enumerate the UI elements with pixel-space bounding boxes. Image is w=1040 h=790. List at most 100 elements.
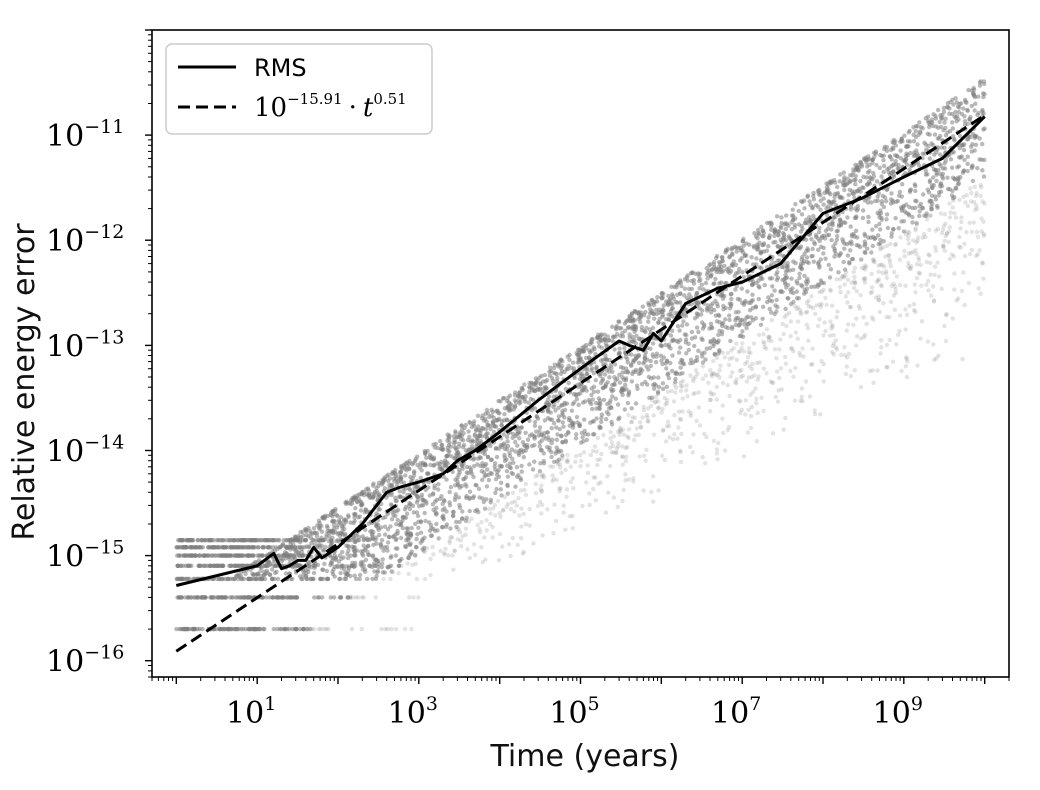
- scatter-point: [308, 626, 313, 632]
- scatter-point: [797, 275, 802, 281]
- scatter-point: [437, 466, 442, 471]
- scatter-point: [584, 480, 589, 485]
- scatter-point: [894, 199, 899, 204]
- scatter-point: [258, 569, 263, 574]
- scatter-point: [861, 174, 866, 179]
- scatter-point: [244, 553, 249, 558]
- scatter-point: [911, 139, 917, 144]
- scatter-point: [245, 595, 251, 600]
- scatter-point: [535, 387, 540, 392]
- scatter-point: [611, 495, 617, 500]
- scatter-point: [551, 531, 556, 536]
- scatter-point: [931, 284, 936, 289]
- scatter-point: [971, 200, 977, 205]
- scatter-point: [623, 478, 628, 483]
- scatter-point: [541, 475, 547, 480]
- scatter-point: [635, 386, 640, 391]
- scatter-point: [799, 386, 805, 391]
- scatter-point: [804, 322, 809, 327]
- scatter-point: [228, 545, 234, 550]
- scatter-point: [515, 542, 520, 547]
- scatter-point: [886, 253, 891, 258]
- scatter-point: [264, 560, 270, 565]
- scatter-point: [876, 277, 882, 282]
- scatter-point: [746, 346, 752, 351]
- scatter-point: [917, 213, 922, 219]
- scatter-point: [765, 299, 770, 305]
- scatter-point: [589, 348, 595, 353]
- scatter-point: [564, 494, 569, 499]
- scatter-point: [913, 129, 918, 134]
- scatter-point: [656, 405, 661, 411]
- scatter-point: [568, 464, 573, 469]
- scatter-point: [542, 389, 547, 394]
- scatter-point: [632, 308, 638, 314]
- scatter-point: [366, 552, 371, 557]
- scatter-point: [832, 254, 837, 259]
- scatter-point: [338, 595, 343, 600]
- scatter-point: [549, 426, 554, 431]
- scatter-point: [502, 458, 508, 464]
- scatter-point: [798, 229, 804, 234]
- scatter-point: [539, 488, 544, 493]
- scatter-point: [899, 136, 904, 141]
- scatter-point: [892, 284, 898, 289]
- scatter-point: [943, 338, 949, 344]
- scatter-point: [940, 243, 946, 248]
- scatter-point: [321, 626, 327, 632]
- scatter-point: [979, 229, 984, 234]
- scatter-point: [384, 545, 390, 550]
- scatter-point: [444, 522, 449, 527]
- scatter-point: [981, 219, 986, 224]
- scatter-point: [510, 456, 515, 461]
- scatter-point: [709, 325, 714, 330]
- scatter-point: [651, 413, 656, 418]
- scatter-point: [349, 626, 355, 632]
- scatter-point: [376, 491, 381, 496]
- scatter-point: [806, 248, 811, 253]
- scatter-point: [509, 470, 514, 476]
- scatter-point: [482, 506, 488, 511]
- scatter-point: [350, 563, 355, 568]
- scatter-point: [680, 384, 685, 389]
- scatter-point: [378, 525, 384, 530]
- scatter-point: [630, 311, 635, 316]
- scatter-point: [609, 450, 615, 455]
- scatter-point: [513, 449, 518, 454]
- scatter-point: [404, 538, 409, 543]
- scatter-point: [745, 355, 751, 360]
- scatter-point: [288, 547, 293, 552]
- scatter-point: [932, 132, 938, 137]
- scatter-point: [256, 558, 262, 563]
- scatter-point: [610, 339, 615, 344]
- scatter-point: [693, 358, 698, 364]
- scatter-point: [981, 174, 987, 179]
- scatter-point: [680, 323, 685, 328]
- scatter-point: [424, 501, 429, 506]
- scatter-point: [340, 549, 345, 555]
- scatter-point: [773, 303, 778, 308]
- scatter-point: [380, 561, 385, 566]
- scatter-point: [512, 398, 518, 403]
- scatter-point: [799, 394, 804, 400]
- scatter-point: [557, 462, 563, 467]
- scatter-point: [656, 375, 661, 380]
- scatter-point: [770, 284, 775, 289]
- scatter-point: [485, 467, 490, 472]
- scatter-point: [779, 220, 784, 226]
- scatter-point: [832, 194, 837, 200]
- scatter-point: [275, 538, 281, 543]
- scatter-point: [594, 449, 599, 454]
- scatter-point: [812, 284, 817, 289]
- scatter-point: [665, 419, 671, 424]
- scatter-point: [667, 297, 672, 303]
- scatter-point: [600, 378, 605, 383]
- scatter-point: [344, 571, 349, 576]
- scatter-point: [899, 206, 905, 211]
- scatter-point: [664, 384, 669, 389]
- scatter-point: [741, 349, 747, 354]
- scatter-point: [891, 162, 896, 167]
- scatter-point: [933, 124, 939, 129]
- scatter-point: [596, 396, 602, 401]
- scatter-point: [819, 359, 824, 364]
